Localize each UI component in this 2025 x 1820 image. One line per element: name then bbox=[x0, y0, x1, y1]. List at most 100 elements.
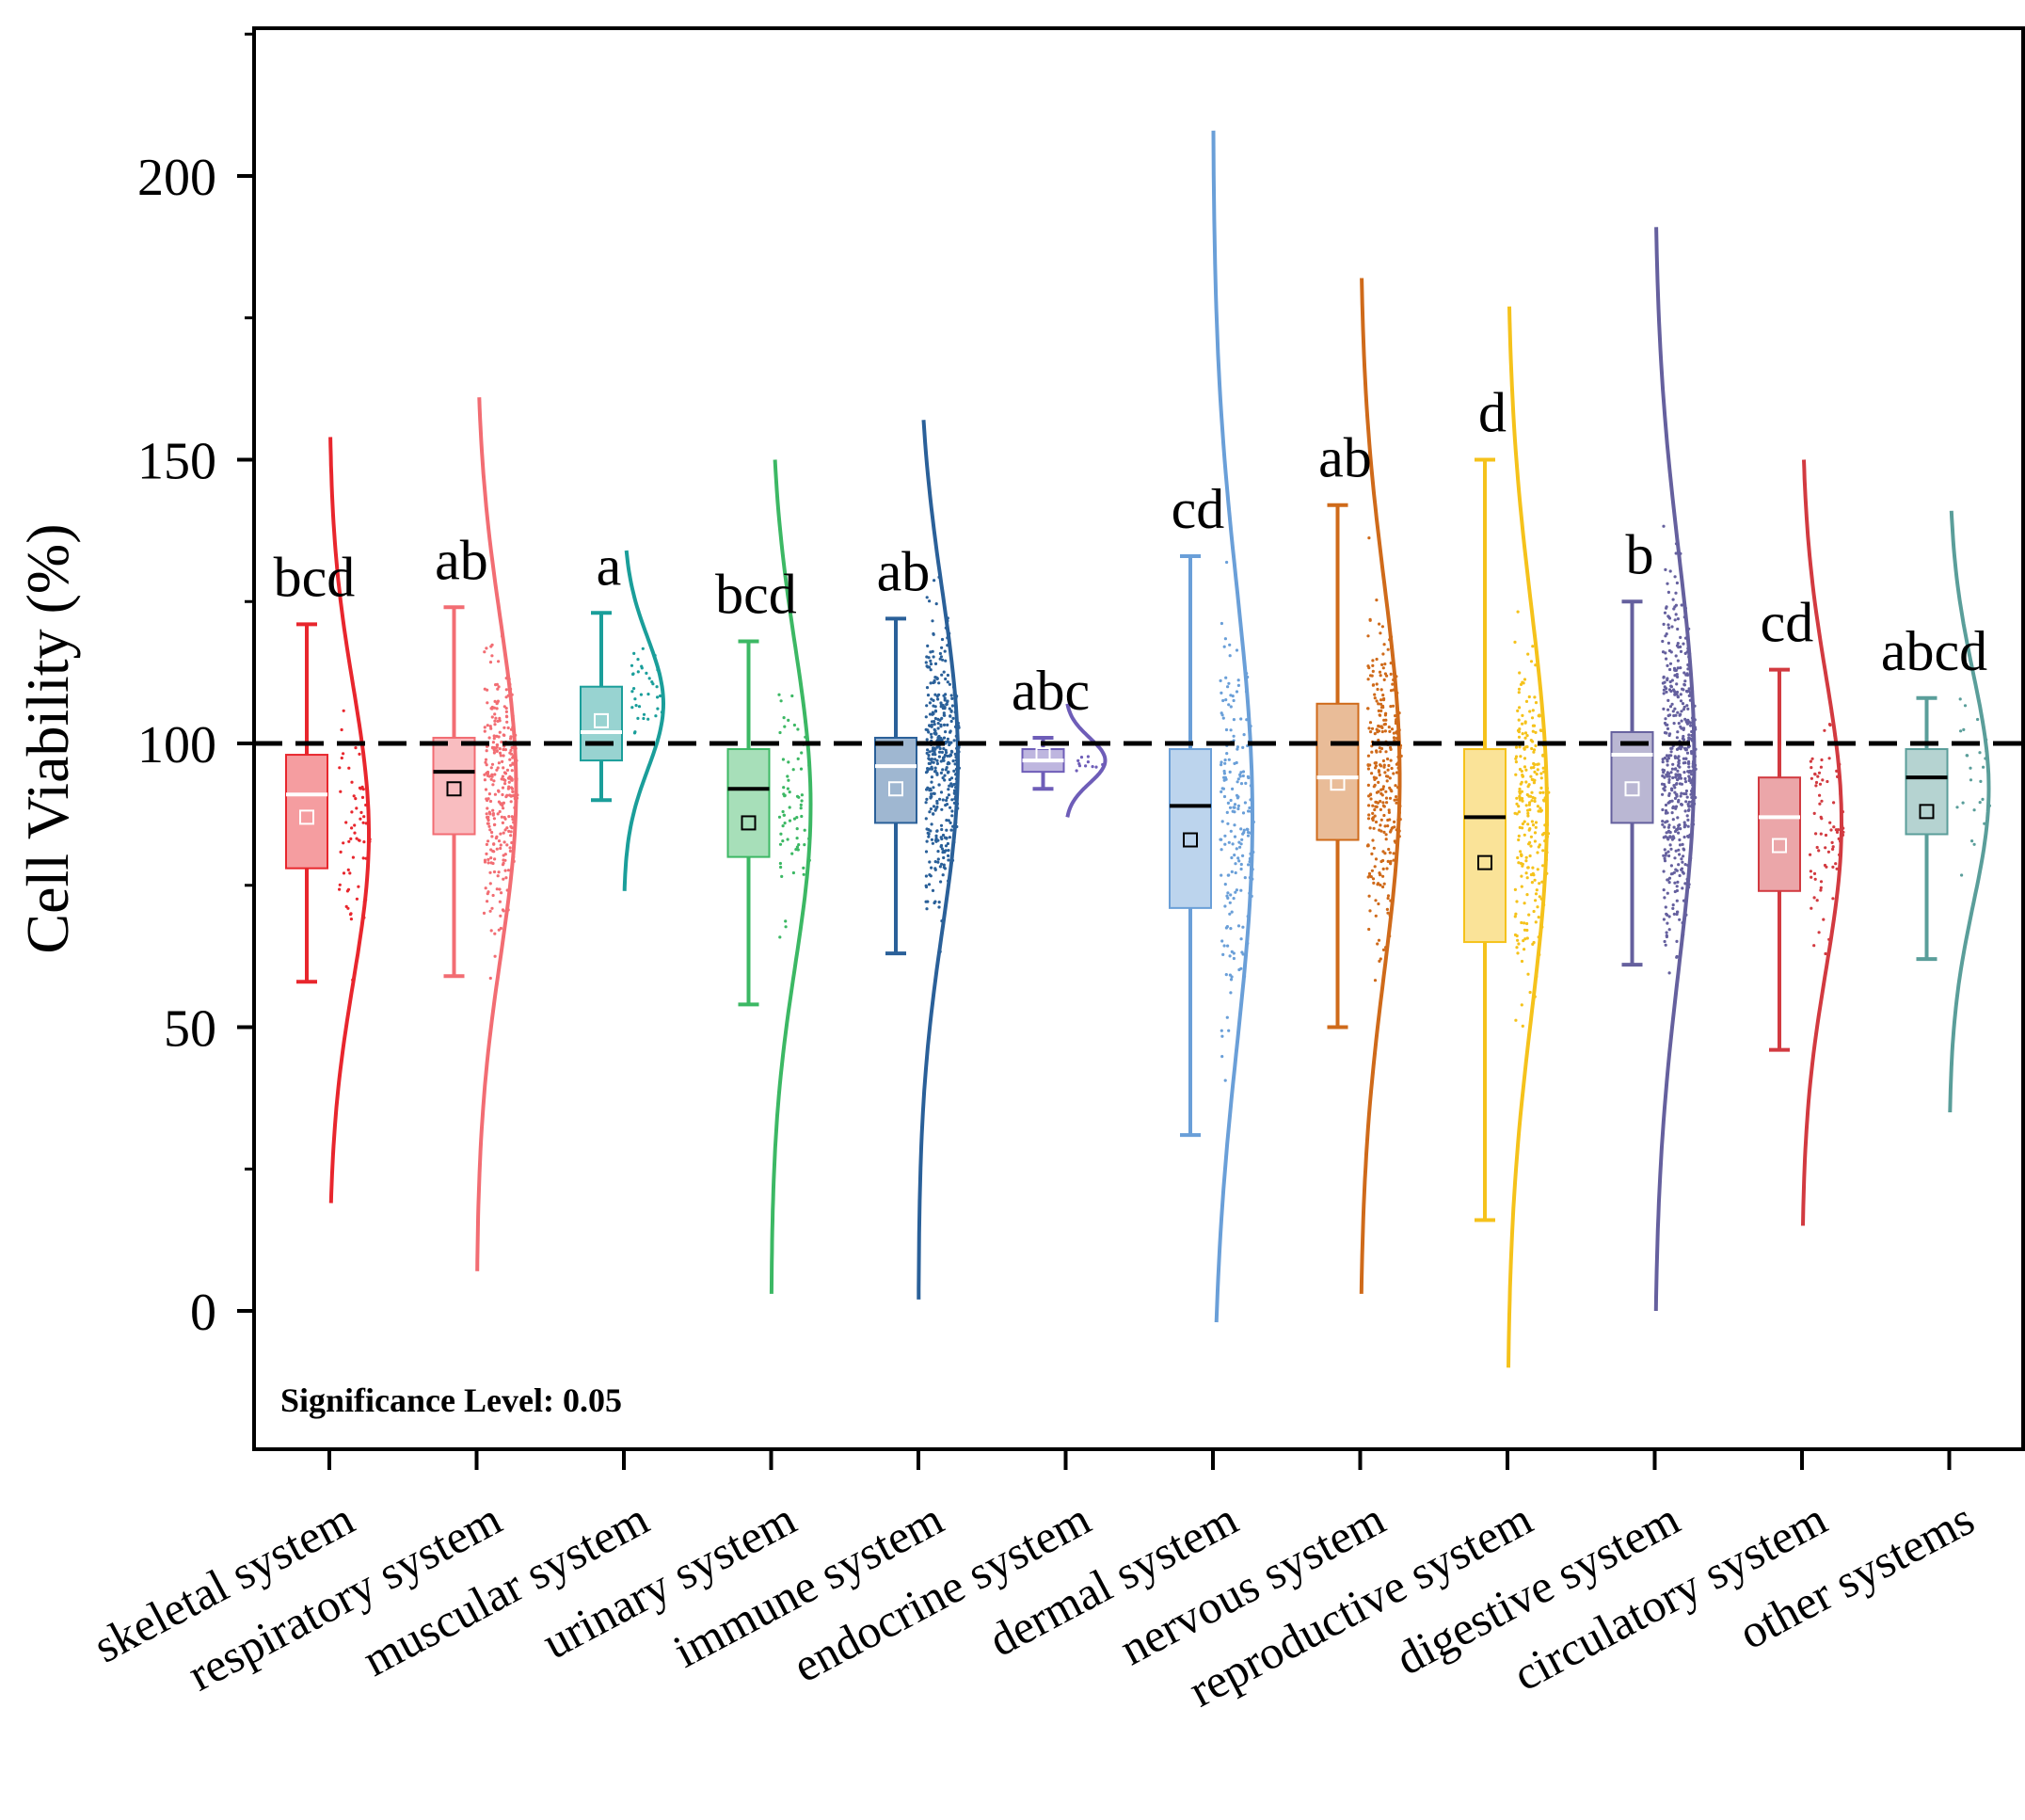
data-point bbox=[364, 856, 368, 860]
data-point bbox=[1673, 605, 1677, 609]
data-point bbox=[925, 596, 929, 599]
data-point bbox=[1379, 713, 1382, 717]
data-point bbox=[1378, 959, 1381, 964]
data-point bbox=[946, 644, 949, 647]
data-point bbox=[1664, 803, 1668, 807]
data-point bbox=[932, 812, 935, 816]
data-point bbox=[937, 734, 941, 739]
data-point bbox=[1383, 771, 1387, 774]
data-point bbox=[1679, 693, 1682, 696]
data-point bbox=[1678, 823, 1682, 827]
data-point bbox=[1831, 897, 1835, 901]
scatter-points bbox=[1660, 524, 1698, 975]
data-point bbox=[1384, 750, 1388, 754]
data-point bbox=[1969, 778, 1973, 782]
data-point bbox=[502, 909, 505, 913]
data-point bbox=[786, 774, 789, 778]
data-point bbox=[1962, 727, 1966, 732]
data-point bbox=[925, 770, 930, 774]
data-point bbox=[1371, 804, 1375, 807]
data-point bbox=[942, 758, 946, 762]
data-point bbox=[956, 721, 961, 726]
data-point bbox=[1665, 934, 1668, 939]
data-point bbox=[939, 823, 944, 827]
data-point bbox=[931, 649, 934, 653]
data-point bbox=[509, 830, 513, 834]
data-point bbox=[515, 758, 518, 762]
data-point bbox=[1666, 641, 1670, 646]
data-point bbox=[1517, 834, 1521, 838]
data-point bbox=[487, 810, 491, 814]
data-point bbox=[500, 891, 503, 895]
y-tick-label: 200 bbox=[137, 149, 216, 207]
data-point bbox=[1835, 830, 1840, 835]
data-point bbox=[1388, 796, 1393, 800]
data-point bbox=[926, 694, 931, 697]
data-point bbox=[948, 682, 952, 686]
data-point bbox=[931, 753, 935, 757]
data-point bbox=[1830, 840, 1834, 845]
data-point bbox=[782, 792, 786, 796]
data-point bbox=[1538, 882, 1541, 886]
data-point bbox=[1674, 654, 1678, 658]
data-point bbox=[787, 718, 790, 723]
data-point bbox=[1532, 750, 1536, 754]
data-point bbox=[780, 874, 784, 879]
data-point bbox=[1676, 880, 1680, 885]
data-point bbox=[940, 862, 944, 866]
data-point bbox=[1536, 762, 1539, 767]
data-point bbox=[1676, 694, 1680, 698]
data-point bbox=[485, 842, 489, 847]
data-point bbox=[1674, 591, 1678, 595]
data-point bbox=[1367, 666, 1371, 670]
data-point bbox=[1223, 775, 1227, 780]
data-point bbox=[938, 657, 942, 661]
data-point bbox=[1228, 654, 1232, 658]
data-point bbox=[954, 786, 958, 790]
data-point bbox=[493, 719, 497, 723]
data-point bbox=[513, 806, 517, 810]
mean-marker bbox=[1919, 804, 1935, 820]
data-point bbox=[1514, 755, 1519, 758]
data-point bbox=[949, 709, 953, 713]
data-point bbox=[786, 838, 789, 841]
data-point bbox=[1236, 745, 1239, 749]
data-point bbox=[935, 829, 939, 833]
data-point bbox=[1233, 854, 1236, 857]
data-point bbox=[1842, 826, 1845, 830]
data-point bbox=[630, 690, 634, 694]
data-point bbox=[1366, 875, 1370, 879]
data-point bbox=[1666, 623, 1670, 627]
data-point bbox=[1674, 551, 1678, 555]
data-point bbox=[1662, 688, 1666, 692]
data-point bbox=[488, 882, 492, 886]
data-point bbox=[1526, 814, 1530, 818]
data-point bbox=[1239, 842, 1243, 846]
data-point bbox=[1675, 899, 1679, 902]
data-point bbox=[1229, 728, 1233, 732]
data-point bbox=[1529, 774, 1533, 778]
data-point bbox=[1517, 735, 1522, 739]
data-point bbox=[338, 887, 342, 891]
data-point bbox=[778, 842, 783, 846]
data-point bbox=[1220, 621, 1223, 626]
data-point bbox=[950, 696, 954, 701]
data-point bbox=[1388, 934, 1392, 938]
data-point bbox=[931, 619, 934, 623]
data-point bbox=[645, 671, 648, 676]
data-point bbox=[945, 751, 949, 755]
data-point bbox=[943, 649, 947, 653]
data-point bbox=[1381, 874, 1385, 878]
data-point bbox=[1533, 831, 1538, 835]
data-point bbox=[800, 814, 804, 819]
data-point bbox=[350, 826, 354, 830]
data-point bbox=[1691, 787, 1695, 790]
significance-letters: ab bbox=[877, 540, 931, 602]
data-point bbox=[1545, 851, 1549, 854]
data-point bbox=[1513, 887, 1517, 892]
data-point bbox=[1838, 853, 1842, 857]
data-point bbox=[501, 792, 504, 797]
data-point bbox=[933, 729, 937, 733]
data-point bbox=[936, 738, 940, 742]
data-point bbox=[950, 809, 954, 813]
